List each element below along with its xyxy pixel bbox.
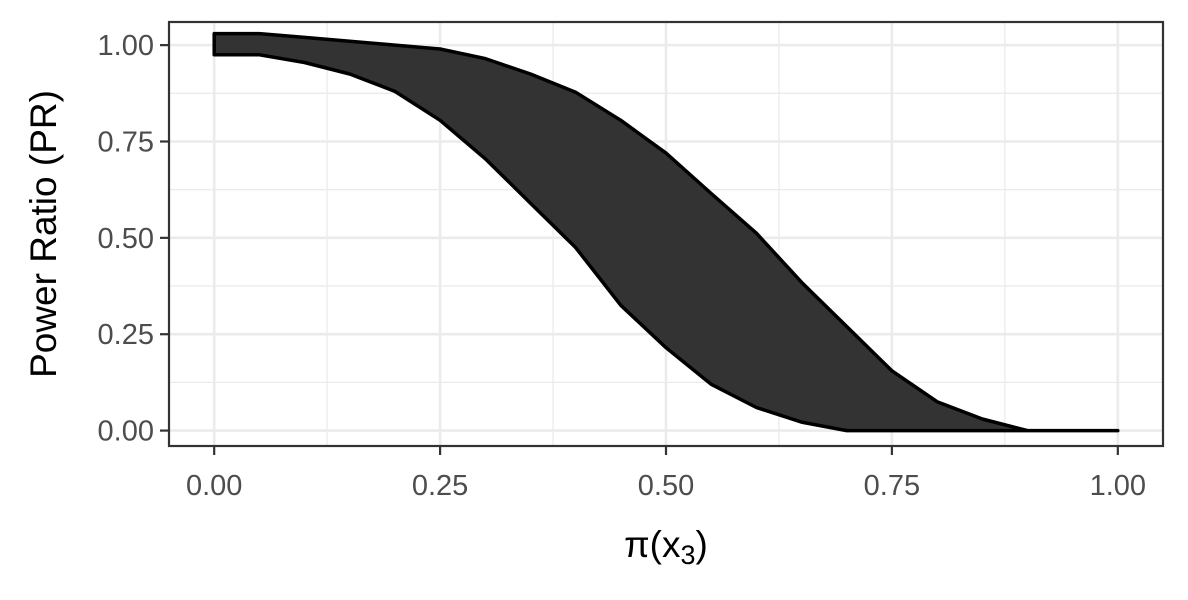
y-tick-label: 1.00 [98,30,154,62]
y-tick-label: 0.00 [98,416,154,448]
x-tick-label: 0.25 [412,470,468,502]
x-tick-label: 0.50 [638,470,694,502]
x-axis-title: π(x3) [624,524,708,570]
x-tick-label: 1.00 [1090,470,1146,502]
x-axis: 0.00 0.25 0.50 0.75 1.00 [186,446,1146,502]
y-axis-title: Power Ratio (PR) [23,90,64,378]
y-tick-label: 0.75 [98,126,154,158]
y-tick-label: 0.50 [98,223,154,255]
power-ratio-ribbon [212,31,1120,433]
x-tick-label: 0.75 [864,470,920,502]
y-axis: 0.00 0.25 0.50 0.75 1.00 [98,30,169,448]
x-tick-label: 0.00 [186,470,242,502]
y-tick-label: 0.25 [98,319,154,351]
